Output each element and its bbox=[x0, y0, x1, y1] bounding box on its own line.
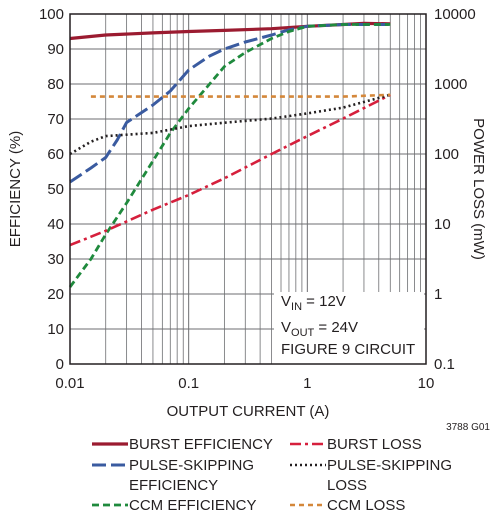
legend-label: BURST EFFICIENCY bbox=[129, 436, 273, 453]
y-tick-label: 10 bbox=[47, 321, 64, 338]
y-tick-label: 90 bbox=[47, 41, 64, 58]
series-line-3 bbox=[68, 23, 391, 288]
y2-tick-label: 100 bbox=[434, 146, 459, 163]
y2-tick-label: 10 bbox=[434, 216, 451, 233]
legend-label-cont: LOSS bbox=[327, 477, 367, 494]
y-tick-label: 60 bbox=[47, 146, 64, 163]
plot-frame bbox=[69, 13, 427, 365]
vout-label: VOUT = 24V bbox=[281, 319, 358, 339]
series-line-4 bbox=[69, 93, 391, 247]
figure-id: 3788 G01 bbox=[446, 422, 490, 433]
conditions-annotation: VIN = 12V VOUT = 24V FIGURE 9 CIRCUIT bbox=[281, 293, 415, 358]
y2-axis-title: POWER LOSS (mW) bbox=[470, 118, 487, 260]
x-tick-label: 0.1 bbox=[178, 375, 199, 392]
y2-tick-label: 10000 bbox=[434, 6, 476, 23]
series-lines bbox=[68, 21, 391, 288]
x-axis-title: OUTPUT CURRENT (A) bbox=[167, 403, 330, 420]
legend-label-cont: EFFICIENCY bbox=[129, 477, 218, 494]
y-tick-label: 50 bbox=[47, 181, 64, 198]
series-line-6 bbox=[90, 93, 391, 98]
y2-tick-label: 1000 bbox=[434, 76, 467, 93]
legend-label: BURST LOSS bbox=[327, 436, 422, 453]
legend-label: CCM LOSS bbox=[327, 497, 405, 514]
legend-label: CCM EFFICIENCY bbox=[129, 497, 257, 514]
y-tick-label: 70 bbox=[47, 111, 64, 128]
y-tick-label: 0 bbox=[56, 356, 64, 373]
y-tick-label: 80 bbox=[47, 76, 64, 93]
series-line-5 bbox=[69, 93, 391, 156]
tick-labels: 0.01 0.1 1 1001020304050607080901000.111010… bbox=[39, 6, 476, 392]
y-tick-label: 40 bbox=[47, 216, 64, 233]
y2-tick-label: 0.1 bbox=[434, 356, 455, 373]
y-tick-label: 30 bbox=[47, 251, 64, 268]
x-tick-label: 0.01 bbox=[55, 375, 84, 392]
vin-label: VIN = 12V bbox=[281, 293, 346, 313]
y2-tick-label: 1 bbox=[434, 286, 442, 303]
legend-label: PULSE-SKIPPING bbox=[129, 457, 254, 474]
x-tick-label: 1 bbox=[303, 375, 311, 392]
series-line-2 bbox=[69, 23, 391, 184]
circuit-label: FIGURE 9 CIRCUIT bbox=[281, 341, 415, 358]
y-tick-label: 20 bbox=[47, 286, 64, 303]
y-axis-title: EFFICIENCY (%) bbox=[7, 131, 24, 247]
x-tick-label: 10 bbox=[418, 375, 435, 392]
legend-label: PULSE-SKIPPING bbox=[327, 457, 452, 474]
legend: BURST EFFICIENCY BURST LOSS PULSE-SKIPPING… bbox=[92, 436, 452, 514]
annotation-box bbox=[274, 292, 424, 364]
y-tick-label: 100 bbox=[39, 6, 64, 23]
